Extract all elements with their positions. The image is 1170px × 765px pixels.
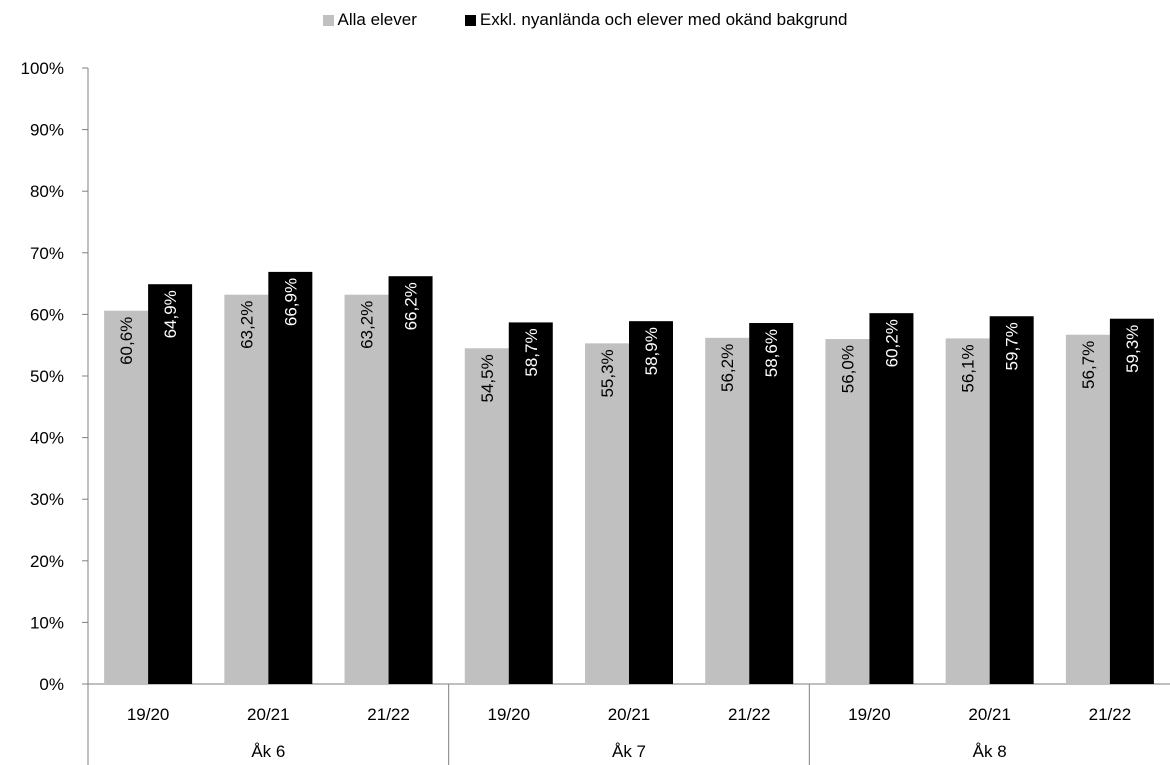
y-tick-label: 30%: [30, 490, 64, 509]
data-label: 60,2%: [882, 319, 901, 367]
y-tick-label: 90%: [30, 121, 64, 140]
y-tick-label: 40%: [30, 429, 64, 448]
x-category-label: 19/20: [488, 705, 531, 724]
bar: [268, 271, 313, 684]
bar: [825, 339, 870, 684]
data-label: 56,2%: [718, 344, 737, 392]
y-tick-label: 20%: [30, 552, 64, 571]
bar: [224, 294, 269, 684]
bar: [464, 348, 509, 684]
bar: [388, 276, 433, 684]
bar: [629, 321, 673, 684]
data-label: 55,3%: [598, 349, 617, 397]
bar: [749, 323, 794, 684]
y-tick-label: 100%: [21, 59, 64, 78]
data-label: 59,7%: [1003, 322, 1022, 370]
x-category-label: 20/21: [247, 705, 290, 724]
bar: [989, 316, 1034, 684]
y-tick-label: 70%: [30, 244, 64, 263]
bar: [869, 313, 914, 684]
bar: [148, 284, 193, 684]
data-label: 58,9%: [642, 327, 661, 375]
data-label: 56,0%: [838, 345, 857, 393]
legend-item-alla-elever: Alla elever: [322, 10, 417, 30]
data-label: 63,2%: [358, 301, 377, 349]
data-label: 64,9%: [161, 290, 180, 338]
x-category-label: 21/22: [367, 705, 410, 724]
bar: [1109, 318, 1154, 684]
data-label: 56,7%: [1079, 341, 1098, 389]
legend-swatch-exkl: [464, 14, 476, 26]
x-group-label: Åk 7: [612, 742, 646, 761]
x-group-label: Åk 8: [973, 742, 1007, 761]
bar: [945, 338, 990, 684]
x-category-label: 19/20: [848, 705, 891, 724]
data-label: 63,2%: [237, 301, 256, 349]
y-tick-label: 10%: [30, 613, 64, 632]
data-label: 54,5%: [478, 354, 497, 402]
x-category-label: 21/22: [1089, 705, 1132, 724]
x-category-label: 21/22: [728, 705, 771, 724]
data-label: 58,6%: [762, 329, 781, 377]
x-category-label: 19/20: [127, 705, 170, 724]
data-label: 66,9%: [281, 278, 300, 326]
y-tick-label: 0%: [39, 675, 64, 694]
legend-label-exkl: Exkl. nyanlända och elever med okänd bak…: [479, 10, 848, 29]
y-tick-label: 80%: [30, 182, 64, 201]
bar: [344, 294, 389, 684]
bar: [1065, 334, 1110, 684]
legend-item-exkl: Exkl. nyanlända och elever med okänd bak…: [464, 10, 848, 30]
bar: [585, 343, 629, 684]
data-label: 60,6%: [117, 317, 136, 365]
bar: [104, 310, 149, 684]
data-label: 59,3%: [1123, 325, 1142, 373]
bar: [508, 322, 553, 684]
data-label: 66,2%: [402, 282, 421, 330]
legend-label-alla-elever: Alla elever: [337, 10, 417, 29]
data-label: 58,7%: [522, 328, 541, 376]
x-category-label: 20/21: [968, 705, 1011, 724]
bar: [705, 337, 750, 684]
legend: Alla elever Exkl. nyanlända och elever m…: [0, 10, 1170, 30]
y-tick-label: 60%: [30, 305, 64, 324]
legend-swatch-alla-elever: [322, 14, 334, 26]
data-label: 56,1%: [959, 344, 978, 392]
x-group-label: Åk 6: [251, 742, 285, 761]
y-tick-label: 50%: [30, 367, 64, 386]
x-category-label: 20/21: [608, 705, 651, 724]
